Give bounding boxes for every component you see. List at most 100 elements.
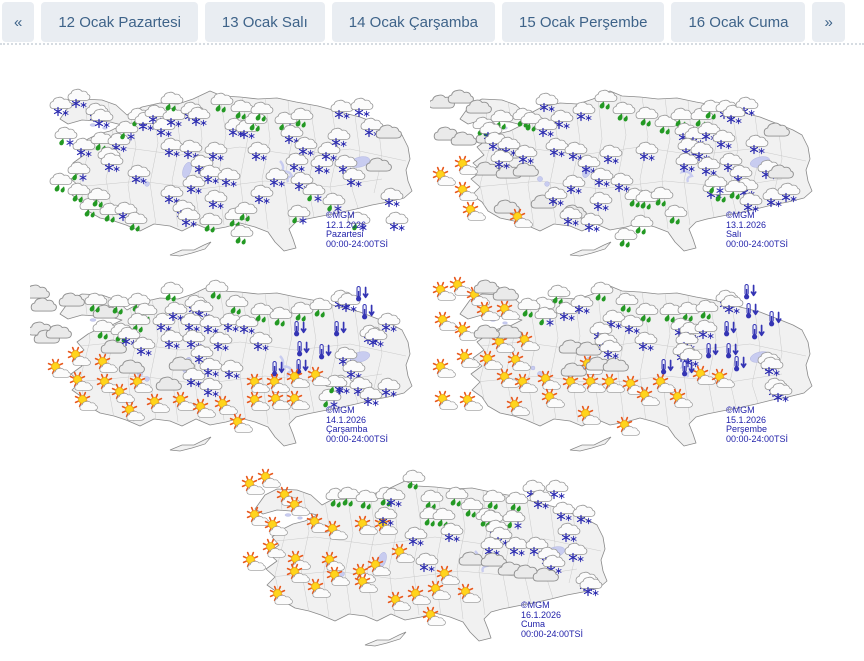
snow-icon: [739, 192, 763, 213]
partly-sunny-icon: [491, 333, 515, 353]
weather-map-monday: ©MGM 12.1.2026 Pazartesi 00:00-24:00TSİ: [30, 75, 420, 265]
map-copyright: ©MGM: [726, 405, 755, 415]
sleet-icon: [704, 174, 728, 195]
snow-icon: [90, 108, 114, 129]
partly-sunny-icon: [94, 353, 118, 373]
tab-day-monday[interactable]: 12 Ocak Pazartesi: [41, 2, 198, 42]
cloudy-icon: [763, 122, 790, 137]
snow-icon: [572, 504, 596, 525]
partly-sunny-icon: [69, 371, 93, 391]
temperature-drop-icon: [334, 321, 347, 337]
cloudy-icon: [512, 162, 539, 177]
map-label: ©MGM 14.1.2026 Çarşamba 00:00-24:00TSİ: [326, 405, 388, 444]
partly-sunny-icon: [669, 388, 693, 408]
partly-sunny-icon: [262, 538, 286, 558]
snow-icon: [720, 294, 744, 315]
temperature-drop-icon: [297, 341, 310, 357]
map-date: 12.1.2026: [326, 219, 367, 230]
cyprus-outline: [169, 241, 212, 257]
rain-icon: [84, 292, 108, 313]
partly-sunny-icon: [636, 386, 660, 406]
snow-icon: [694, 319, 718, 340]
snow-icon: [182, 367, 206, 388]
partly-sunny-icon: [266, 373, 290, 393]
partly-sunny-icon: [264, 516, 288, 536]
snow-icon: [440, 522, 464, 543]
partly-sunny-icon: [476, 301, 500, 321]
snow-icon: [745, 134, 769, 155]
cloudy-icon: [118, 359, 145, 374]
partly-sunny-icon: [454, 155, 478, 175]
partly-sunny-icon: [172, 391, 196, 411]
cloudy-icon: [58, 292, 85, 307]
snow-icon: [199, 377, 223, 398]
temperature-drop-icon: [706, 343, 719, 359]
snow-icon: [100, 152, 124, 173]
snow-icon: [182, 174, 206, 195]
cyprus-outline: [569, 436, 612, 452]
turkey-map: [241, 468, 608, 647]
snow-icon: [577, 154, 601, 175]
partly-sunny-icon: [192, 398, 216, 418]
snow-icon: [179, 139, 203, 160]
snow-icon: [317, 141, 341, 162]
partly-sunny-icon: [516, 331, 540, 351]
cloudy-icon: [560, 362, 587, 377]
snow-icon: [247, 141, 271, 162]
partly-sunny-icon: [422, 606, 446, 626]
rain-icon: [635, 189, 659, 210]
sleet-icon: [287, 204, 311, 225]
partly-sunny-icon: [507, 351, 531, 371]
map-copyright: ©MGM: [326, 210, 355, 220]
tab-day-friday[interactable]: 16 Ocak Cuma: [671, 2, 806, 42]
tab-day-tuesday[interactable]: 13 Ocak Salı: [204, 2, 325, 42]
tab-day-thursday[interactable]: 15 Ocak Perşembe: [502, 2, 665, 42]
weather-map-thursday: ©MGM 15.1.2026 Perşembe 00:00-24:00TSİ: [430, 270, 820, 460]
sleet-icon: [54, 126, 78, 147]
temperature-drop-icon: [362, 304, 375, 320]
partly-sunny-icon: [246, 506, 270, 526]
snow-icon: [559, 206, 583, 227]
snow-icon: [552, 501, 576, 522]
rain-icon: [49, 172, 73, 193]
rain-icon: [225, 294, 249, 315]
snow-icon: [217, 167, 241, 188]
snow-icon: [722, 104, 746, 125]
cloudy-icon: [473, 279, 500, 294]
partly-sunny-icon: [229, 413, 253, 433]
next-day-button[interactable]: »: [812, 2, 845, 42]
rain-icon: [234, 201, 258, 222]
rain-icon: [482, 489, 506, 510]
rain-icon: [92, 319, 116, 340]
rain-icon: [460, 497, 484, 518]
cloudy-icon: [602, 357, 629, 372]
map-label: ©MGM 13.1.2026 Salı 00:00-24:00TSİ: [726, 210, 788, 249]
rain-icon: [517, 297, 541, 318]
map-day: Perşembe: [726, 424, 768, 435]
snow-icon: [542, 554, 566, 575]
snow-icon: [599, 339, 623, 360]
partly-sunny-icon: [496, 368, 520, 388]
temperature-drop-icon: [752, 324, 765, 340]
snow-icon: [562, 174, 586, 195]
snow-icon: [580, 212, 604, 233]
prev-day-button[interactable]: «: [2, 2, 35, 42]
partly-sunny-icon: [391, 543, 415, 563]
partly-sunny-icon: [241, 475, 265, 495]
rain-icon: [630, 214, 654, 235]
partly-sunny-icon: [324, 520, 348, 540]
snow-icon: [160, 184, 184, 205]
snow-icon: [579, 576, 603, 597]
partly-sunny-icon: [407, 585, 431, 605]
tab-day-wednesday[interactable]: 14 Ocak Çarşamba: [331, 2, 496, 42]
snow-icon: [480, 536, 504, 557]
snow-icon: [535, 92, 559, 113]
snow-icon: [570, 294, 594, 315]
snow-icon: [204, 141, 228, 162]
rain-icon: [420, 489, 444, 510]
sleet-icon: [347, 211, 371, 232]
rain-icon: [290, 301, 314, 322]
partly-sunny-icon: [454, 321, 478, 341]
map-date: 13.1.2026: [726, 219, 767, 230]
snow-icon: [327, 127, 351, 148]
